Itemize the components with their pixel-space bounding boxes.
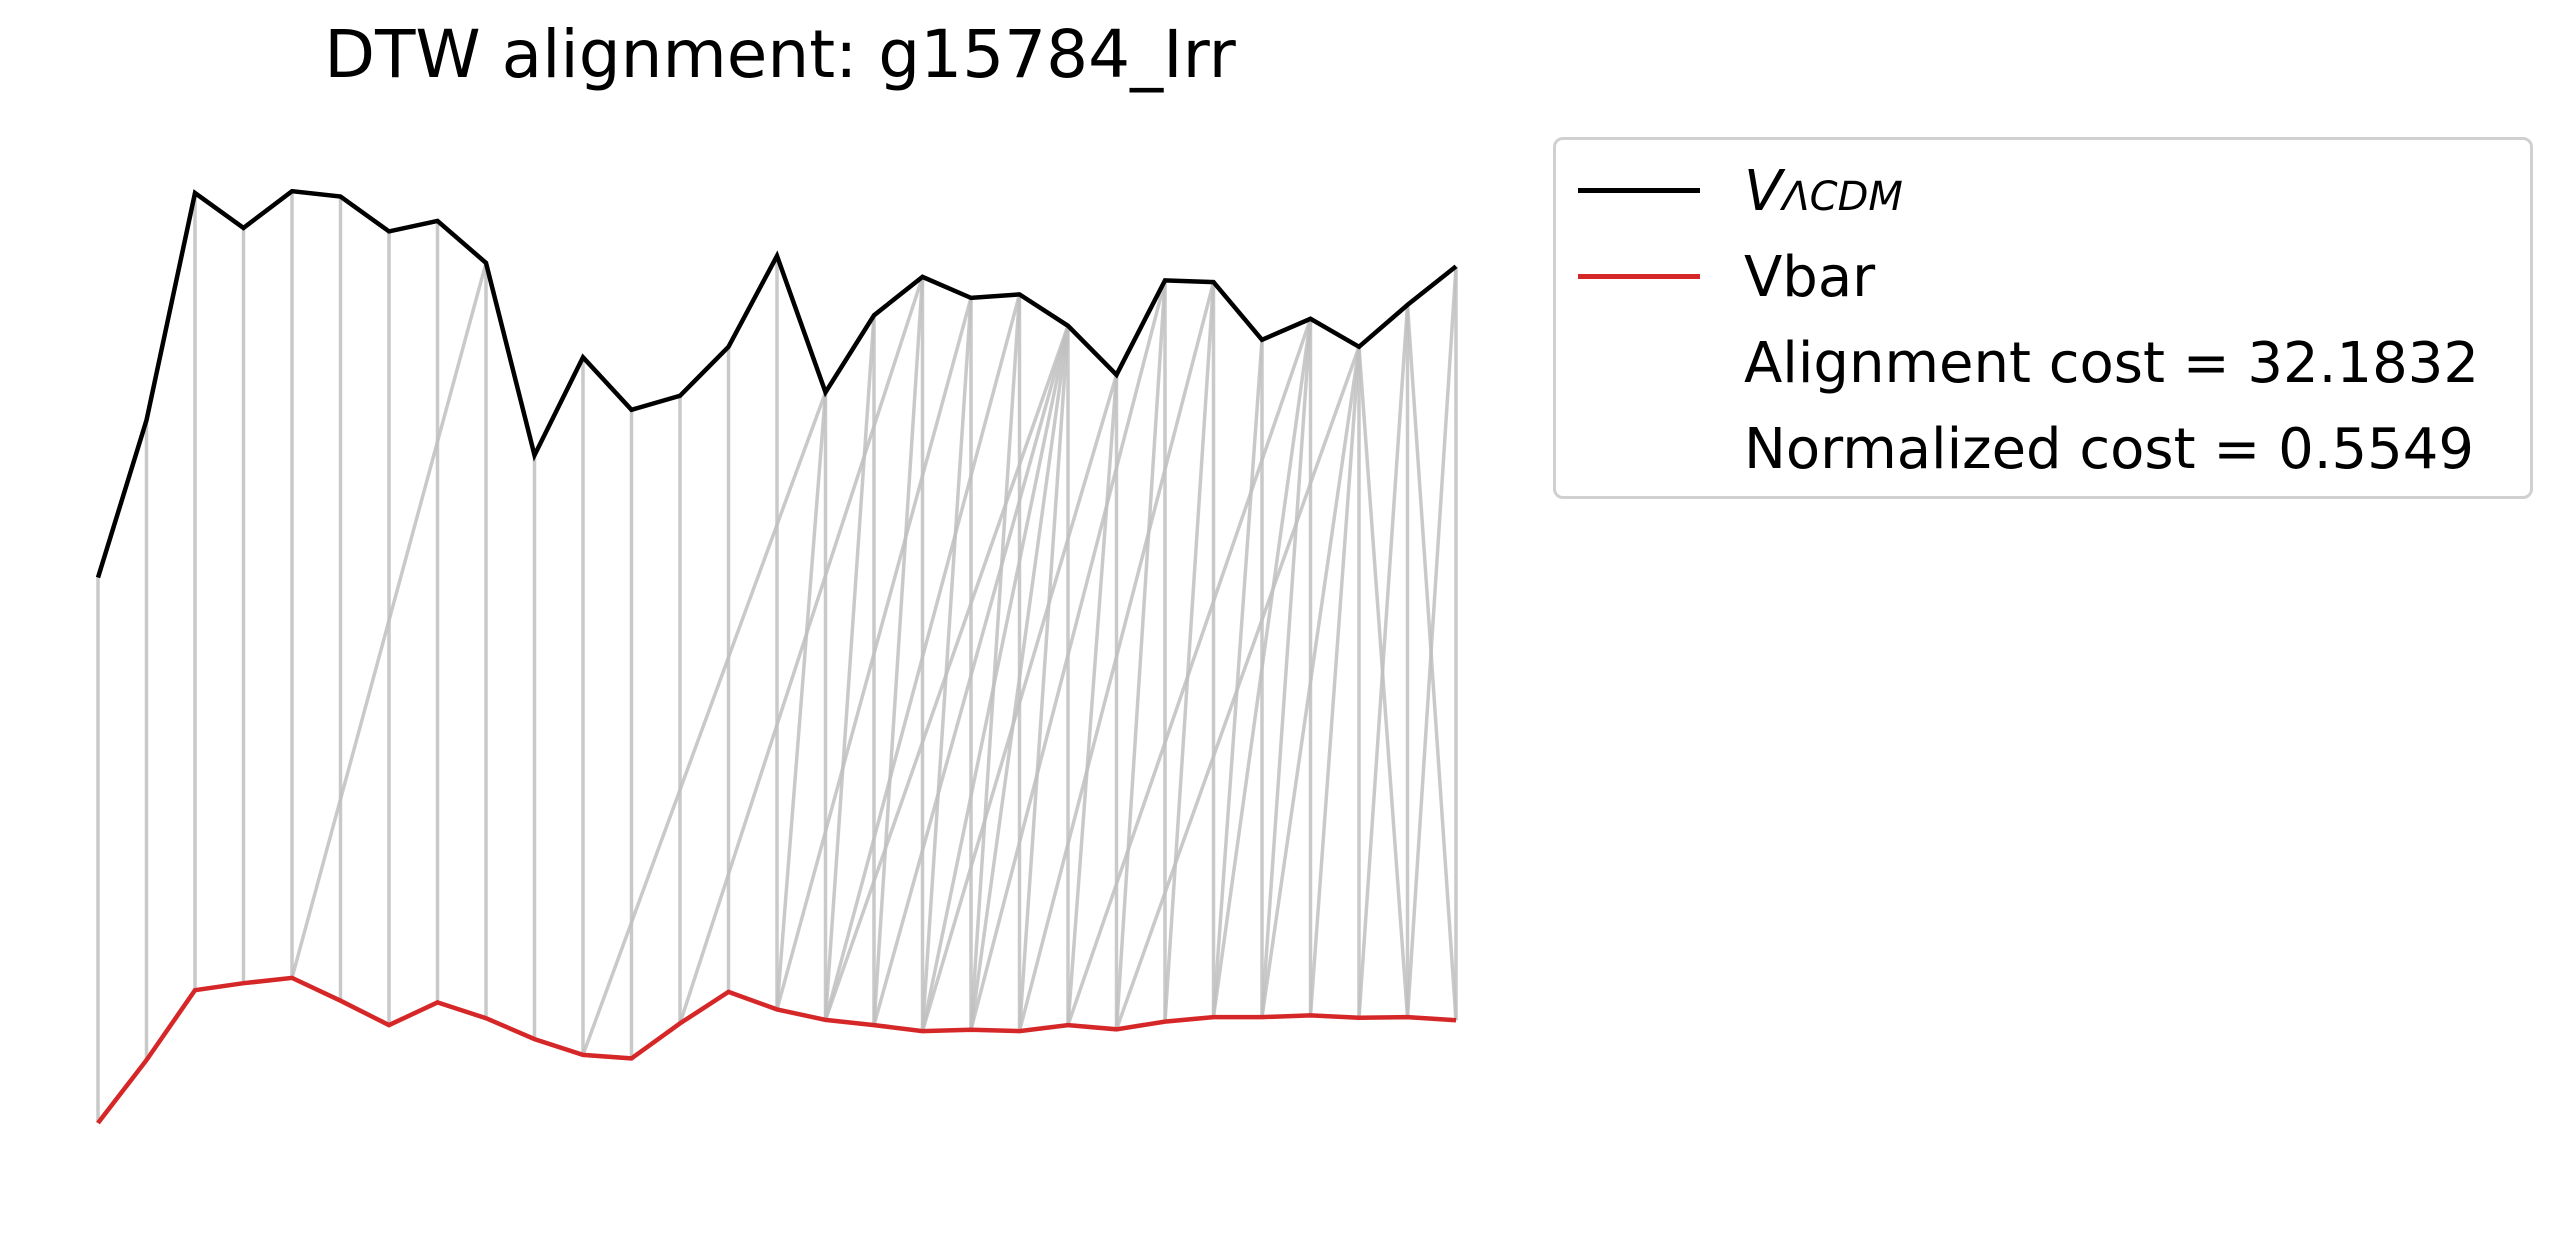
alignment-line — [775, 297, 973, 1010]
alignment-line — [1017, 281, 1216, 1032]
legend-label-normalized-cost: Normalized cost = 0.5549 — [1744, 417, 2475, 482]
legend-entry-alignment-cost: Alignment cost = 32.1832 — [1556, 320, 2530, 404]
alignment-line — [1211, 339, 1264, 1018]
legend-entry-normalized-cost: Normalized cost = 0.5549 — [1556, 406, 2530, 490]
chart-title: DTW alignment: g15784_Irr — [324, 16, 1236, 93]
legend-label-lcdm: VΛCDM — [1744, 158, 1903, 225]
legend-entry-lcdm: VΛCDM — [1556, 148, 2530, 232]
legend-label-lcdm-main: V — [1744, 159, 1783, 224]
alignment-line — [775, 392, 828, 1010]
alignment-line — [872, 325, 1070, 1026]
alignment-line — [823, 315, 876, 1021]
alignment-line — [1405, 304, 1458, 1021]
alignment-line — [969, 294, 1022, 1030]
alignment-line — [290, 262, 488, 979]
alignment-line — [920, 297, 973, 1032]
series-line-vbar — [96, 975, 1457, 1125]
alignment-line — [969, 279, 1167, 1031]
alignment-line — [969, 325, 1070, 1030]
legend-label-vbar: Vbar — [1744, 245, 1876, 310]
alignment-line — [678, 276, 925, 1024]
alignment-line — [1114, 280, 1167, 1030]
legend-label-alignment-cost: Alignment cost = 32.1832 — [1744, 331, 2479, 396]
legend-label-lcdm-sub: ΛCDM — [1782, 174, 1903, 220]
legend-entry-vbar: Vbar — [1556, 234, 2530, 318]
alignment-lines — [96, 191, 1458, 1124]
alignment-line — [872, 276, 925, 1026]
alignment-line — [920, 374, 1119, 1032]
alignment-line — [1260, 346, 1361, 1018]
alignment-line — [1357, 346, 1410, 1018]
series-lines — [95, 188, 1458, 1125]
alignment-line — [1308, 346, 1361, 1016]
series-line-lcdm — [95, 188, 1458, 579]
alignment-line — [1017, 325, 1070, 1032]
alignment-line — [823, 293, 1022, 1021]
alignment-line — [1066, 374, 1119, 1026]
alignment-line — [1163, 282, 1216, 1022]
legend-swatch-lcdm — [1578, 188, 1700, 193]
legend-swatch-vbar — [1578, 274, 1700, 279]
legend: VΛCDM Vbar Alignment cost = 32.1832 Norm… — [1553, 137, 2533, 499]
alignment-line — [1260, 318, 1313, 1018]
alignment-line — [581, 391, 828, 1056]
alignment-line — [1211, 318, 1313, 1018]
